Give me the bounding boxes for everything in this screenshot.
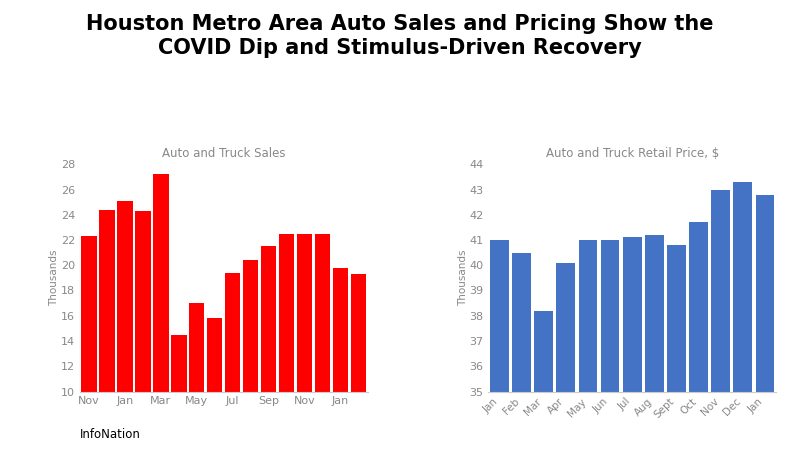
Bar xyxy=(622,238,642,450)
Bar xyxy=(351,274,366,450)
Bar xyxy=(207,318,222,450)
Bar xyxy=(279,234,294,450)
Bar xyxy=(578,240,598,450)
Bar xyxy=(189,303,205,450)
Y-axis label: Thousands: Thousands xyxy=(50,250,59,306)
Bar xyxy=(645,235,664,450)
Bar xyxy=(154,174,169,450)
Title: Auto and Truck Sales: Auto and Truck Sales xyxy=(162,147,286,160)
Bar xyxy=(297,234,312,450)
Text: InfoNation: InfoNation xyxy=(80,428,141,441)
Bar xyxy=(118,201,133,450)
Bar xyxy=(315,234,330,450)
Bar xyxy=(512,252,531,450)
Title: Auto and Truck Retail Price, $: Auto and Truck Retail Price, $ xyxy=(546,147,719,160)
Bar xyxy=(734,182,752,450)
Bar xyxy=(225,273,241,450)
Bar xyxy=(333,268,348,450)
Bar xyxy=(82,236,97,450)
Bar xyxy=(711,189,730,450)
Bar xyxy=(689,222,708,450)
Bar xyxy=(99,210,114,450)
Bar xyxy=(755,194,774,450)
Bar xyxy=(135,211,150,450)
Bar xyxy=(557,263,575,450)
Bar xyxy=(601,240,619,450)
Bar xyxy=(534,310,553,450)
Bar xyxy=(667,245,686,450)
Bar xyxy=(490,240,509,450)
Bar xyxy=(171,335,186,450)
Bar xyxy=(243,260,258,450)
Bar xyxy=(261,246,276,450)
Text: Houston Metro Area Auto Sales and Pricing Show the
COVID Dip and Stimulus-Driven: Houston Metro Area Auto Sales and Pricin… xyxy=(86,14,714,58)
Y-axis label: Thousands: Thousands xyxy=(458,250,468,306)
